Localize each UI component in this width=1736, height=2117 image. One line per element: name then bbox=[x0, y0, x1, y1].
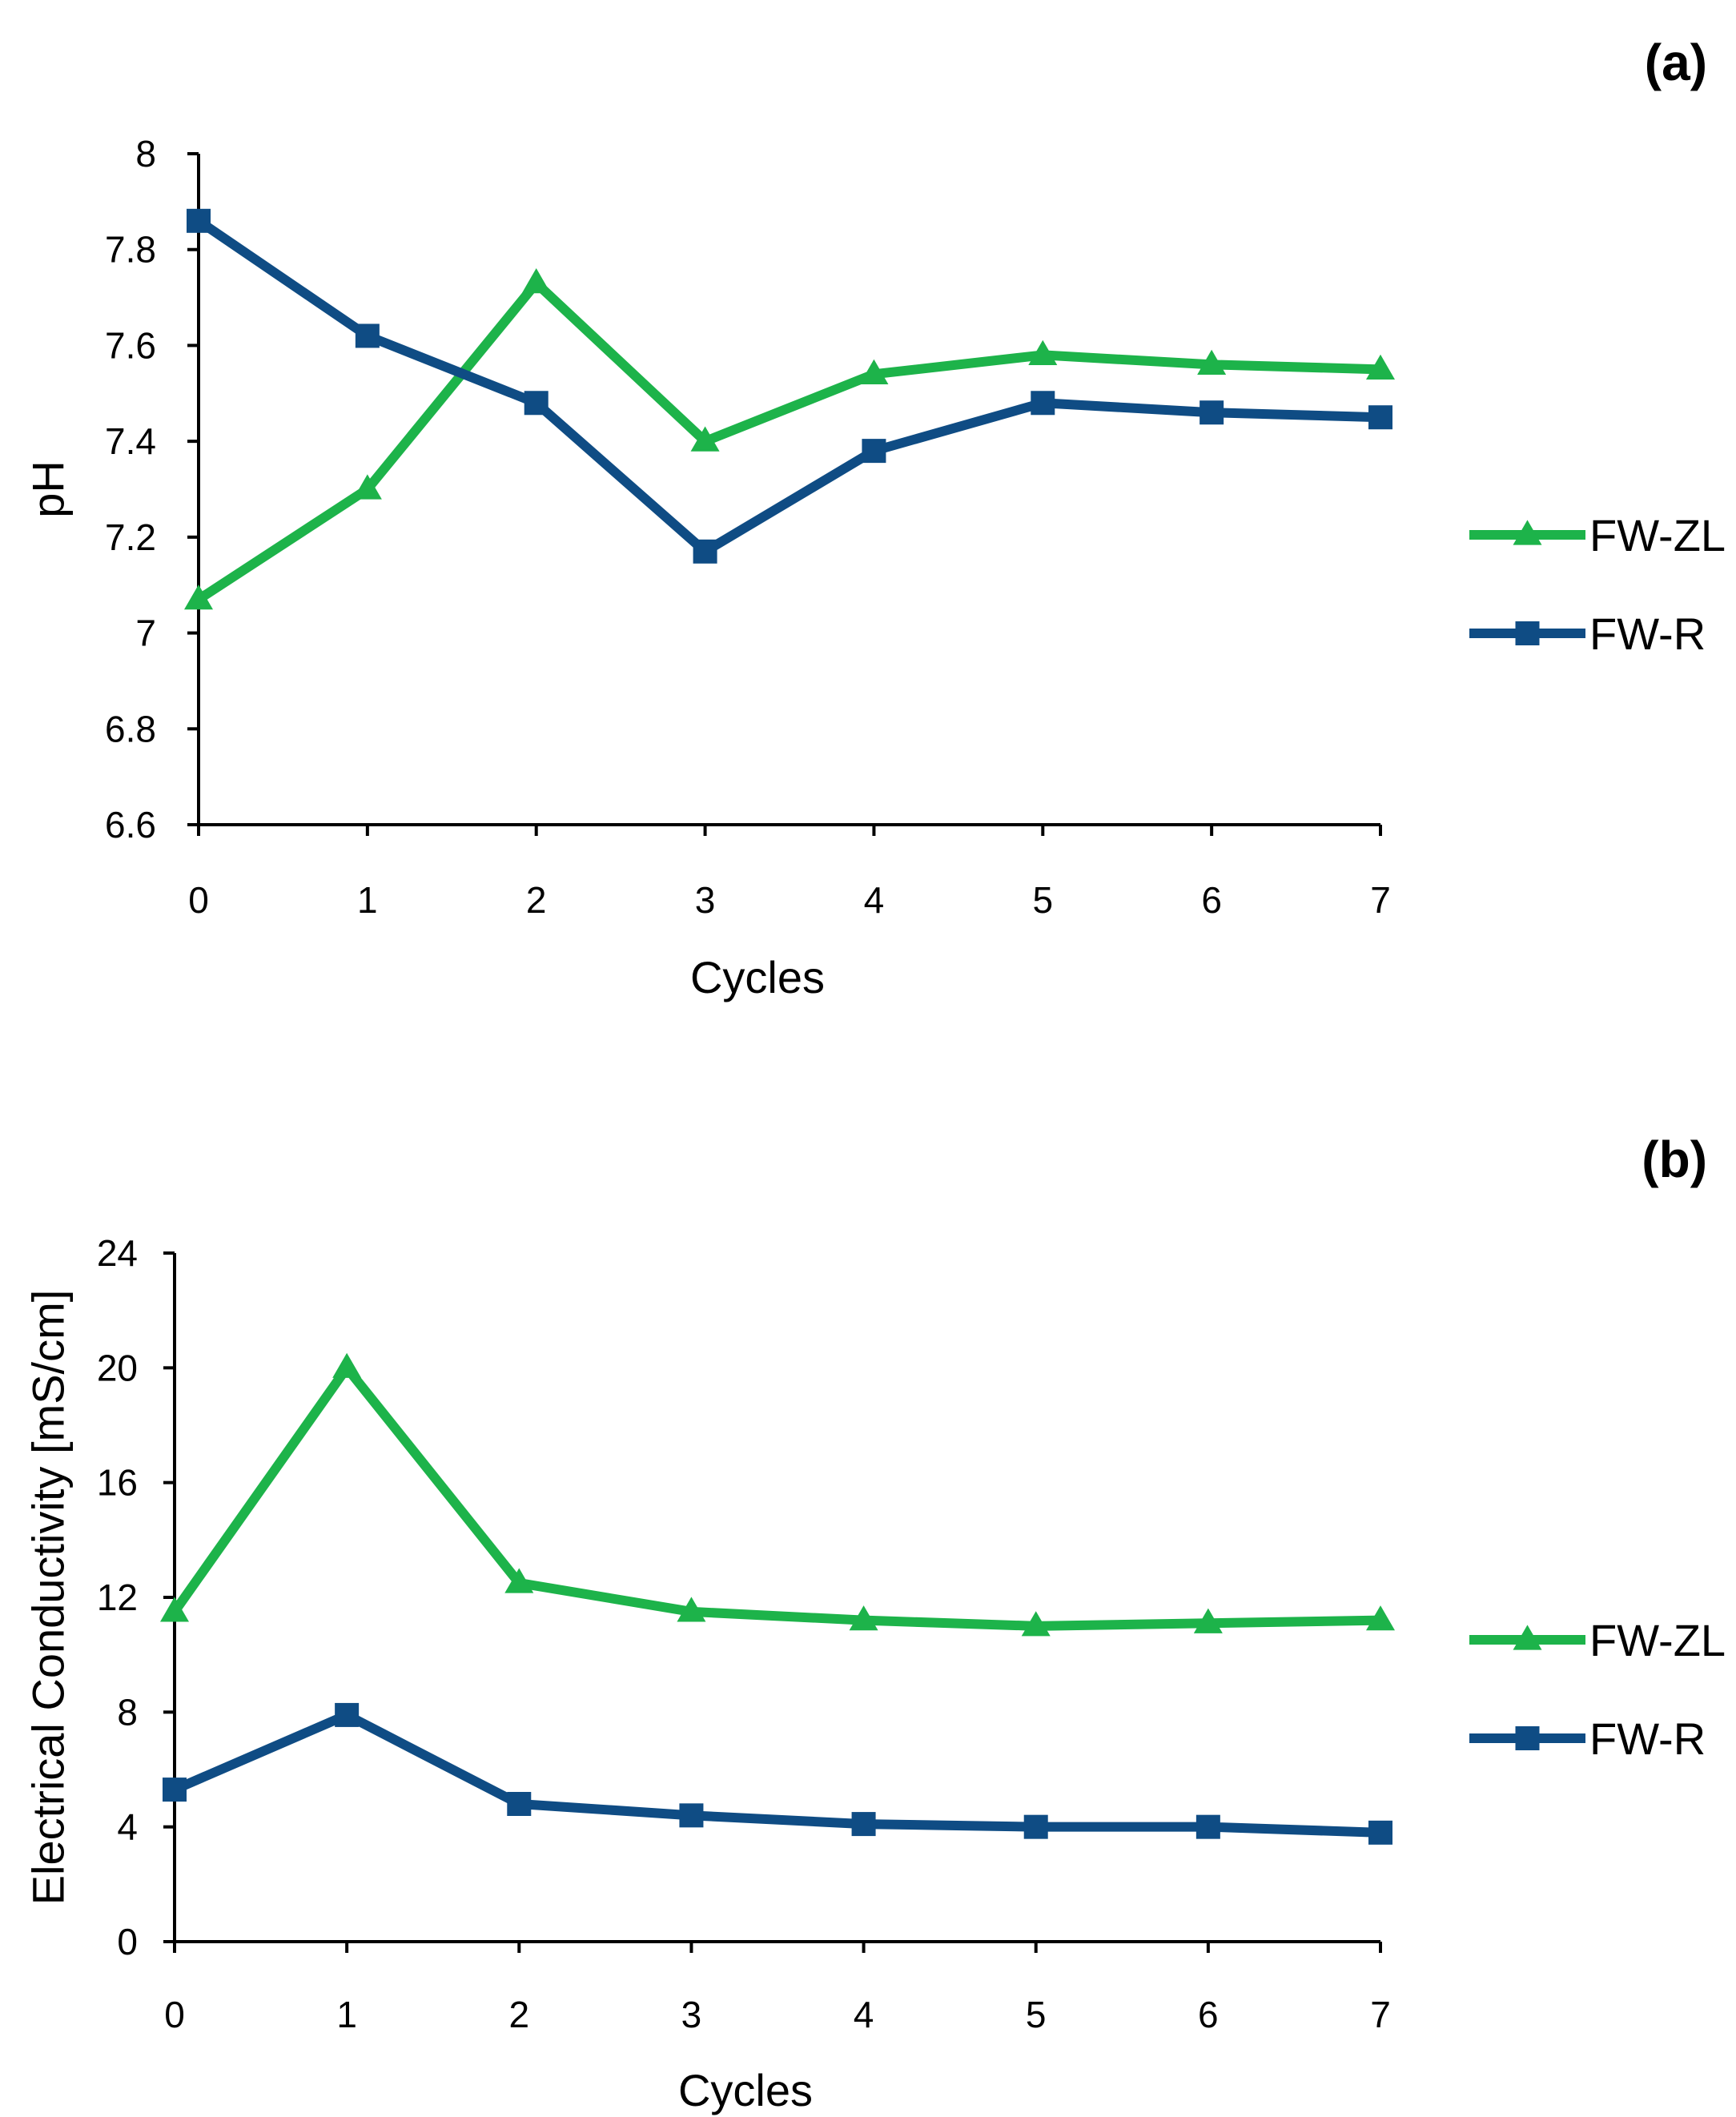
y-tick-label: 12 bbox=[97, 1577, 138, 1618]
legend-marker bbox=[1515, 621, 1540, 645]
legend-entry-fw-r: FW-R bbox=[1469, 1713, 1706, 1764]
x-tick-label: 0 bbox=[164, 1994, 185, 2035]
data-point bbox=[163, 1778, 187, 1802]
x-tick-label: 1 bbox=[357, 879, 378, 921]
y-tick-label: 6.6 bbox=[105, 804, 156, 846]
series-line bbox=[194, 215, 1385, 556]
y-tick-label: 7.2 bbox=[105, 516, 156, 558]
y-tick-label: 7.8 bbox=[105, 229, 156, 271]
data-point bbox=[862, 439, 886, 464]
series-fw-zl bbox=[184, 268, 1395, 610]
data-point bbox=[524, 391, 549, 416]
data-point bbox=[1366, 354, 1395, 380]
x-tick-label: 3 bbox=[681, 1994, 702, 2035]
y-tick-label: 8 bbox=[117, 1691, 138, 1733]
legend-label: FW-R bbox=[1589, 609, 1706, 659]
legend-entry-fw-zl: FW-ZL bbox=[1469, 1615, 1726, 1665]
data-point bbox=[1197, 349, 1227, 375]
y-tick-label: 16 bbox=[97, 1462, 138, 1504]
x-tick-label: 5 bbox=[1032, 879, 1053, 921]
data-point bbox=[1028, 339, 1058, 365]
data-point bbox=[352, 474, 382, 500]
data-point bbox=[693, 539, 717, 564]
chart-panel-a: 6.6 6.8 7 7.2 7.4 7.6 7.8 8 0 1 2 3 4 5 6 7 Cycles pH (a) F… bbox=[23, 34, 1726, 1002]
series-fw-r bbox=[163, 1702, 1392, 1845]
y-tick-label: 6.8 bbox=[105, 708, 156, 749]
data-point bbox=[1023, 1814, 1048, 1839]
legend-marker bbox=[1515, 1726, 1540, 1750]
legend-label: FW-ZL bbox=[1589, 1615, 1726, 1665]
x-tick-label: 3 bbox=[695, 879, 716, 921]
data-point bbox=[1200, 400, 1224, 425]
y-axis-title: pH bbox=[23, 460, 74, 518]
legend-entry-fw-zl: FW-ZL bbox=[1469, 510, 1726, 560]
x-axis-title: Cycles bbox=[678, 2065, 813, 2115]
x-tick-label: 2 bbox=[508, 1994, 529, 2035]
y-tick-label: 24 bbox=[97, 1232, 138, 1274]
x-tick-label: 1 bbox=[336, 1994, 357, 2035]
data-point bbox=[521, 268, 551, 294]
data-point bbox=[851, 1812, 876, 1837]
data-point bbox=[679, 1803, 704, 1828]
data-point bbox=[859, 359, 889, 384]
data-point bbox=[1031, 391, 1055, 416]
legend-marker bbox=[1513, 1625, 1542, 1650]
series-line bbox=[170, 1363, 1385, 1631]
data-point bbox=[355, 323, 380, 348]
y-tick-label: 7 bbox=[135, 613, 156, 654]
legend-marker bbox=[1513, 520, 1542, 545]
x-tick-label: 6 bbox=[1198, 1994, 1219, 2035]
data-point bbox=[1368, 1820, 1392, 1845]
data-point bbox=[187, 208, 211, 233]
legend-label: FW-R bbox=[1589, 1713, 1706, 1764]
data-point bbox=[1193, 1608, 1223, 1633]
data-point bbox=[1366, 1605, 1395, 1631]
data-point bbox=[849, 1605, 878, 1631]
data-point bbox=[1368, 405, 1392, 430]
y-tick-label: 8 bbox=[135, 133, 156, 175]
x-axis-title: Cycles bbox=[690, 952, 825, 1002]
y-axis-title: Electrical Conductivity [mS/cm] bbox=[23, 1290, 74, 1906]
y-tick-label: 7.4 bbox=[105, 420, 156, 462]
panel-label: (b) bbox=[1642, 1131, 1707, 1188]
legend-label: FW-ZL bbox=[1589, 510, 1726, 560]
x-tick-label: 7 bbox=[1370, 1994, 1391, 2035]
data-point bbox=[507, 1792, 532, 1816]
x-tick-label: 6 bbox=[1201, 879, 1222, 921]
x-tick-label: 7 bbox=[1370, 879, 1391, 921]
x-tick-label: 5 bbox=[1026, 1994, 1047, 2035]
y-tick-label: 20 bbox=[97, 1347, 138, 1388]
x-tick-label: 4 bbox=[854, 1994, 874, 2035]
series-fw-zl bbox=[160, 1352, 1395, 1637]
data-point bbox=[690, 426, 720, 452]
y-tick-label: 4 bbox=[117, 1806, 138, 1848]
panel-label: (a) bbox=[1645, 34, 1707, 91]
series-line bbox=[194, 278, 1385, 605]
y-tick-label: 0 bbox=[117, 1921, 138, 1962]
legend-entry-fw-r: FW-R bbox=[1469, 609, 1706, 659]
data-point bbox=[184, 584, 213, 610]
x-tick-label: 4 bbox=[864, 879, 885, 921]
series-line bbox=[170, 1709, 1385, 1838]
y-tick-label: 7.6 bbox=[105, 324, 156, 366]
data-point bbox=[1021, 1611, 1051, 1637]
x-tick-label: 0 bbox=[188, 879, 209, 921]
series-fw-r bbox=[187, 208, 1392, 564]
data-point bbox=[160, 1597, 189, 1622]
data-point bbox=[504, 1568, 534, 1593]
x-tick-label: 2 bbox=[526, 879, 547, 921]
data-point bbox=[1196, 1814, 1220, 1839]
data-point bbox=[335, 1702, 360, 1727]
data-point bbox=[677, 1597, 706, 1622]
data-point bbox=[332, 1352, 362, 1378]
